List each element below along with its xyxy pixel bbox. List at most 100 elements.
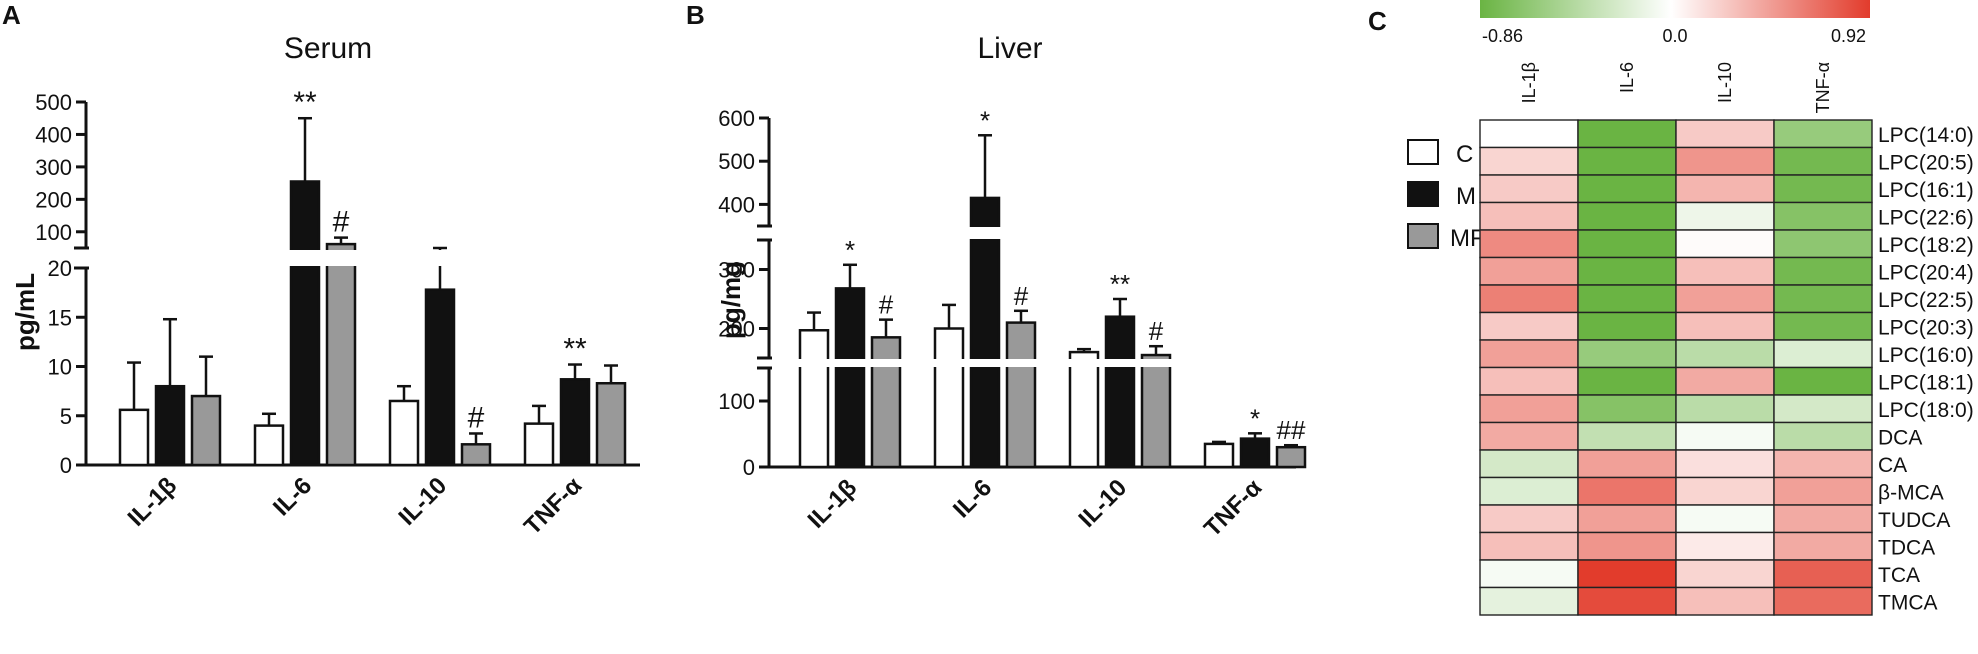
heatmap-cell xyxy=(1675,119,1775,149)
bar-il-1-mf xyxy=(190,394,222,467)
heatmap-row-label: LPC(16:0) xyxy=(1878,344,1974,367)
heatmap-cell xyxy=(1675,256,1775,286)
heatmap-cell xyxy=(1773,421,1873,451)
heatmap-row-label: LPC(14:0) xyxy=(1878,124,1974,147)
y-tick-label: 300 xyxy=(718,258,755,283)
bar-il-6-mf xyxy=(325,242,357,467)
heatmap-row-label: TMCA xyxy=(1878,591,1938,614)
correlation-heatmap: -0.86 0.0 0.92 IL-1β IL-6 IL-10 TNF-α LPC(14:0)… xyxy=(1479,0,1974,616)
heatmap-cell xyxy=(1773,449,1873,479)
heatmap-cell xyxy=(1479,449,1579,479)
axis-break-gap xyxy=(794,227,906,239)
y-tick-label: 500 xyxy=(35,90,72,115)
heatmap-row-label: LPC(20:5) xyxy=(1878,151,1974,174)
panel-a-title: Serum xyxy=(284,32,372,65)
y-tick-label: 400 xyxy=(718,192,755,217)
significance-mark: ** xyxy=(293,86,317,119)
heatmap-cell xyxy=(1577,311,1677,341)
heatmap-cell xyxy=(1773,476,1873,506)
heatmap-row-label: TUDCA xyxy=(1878,509,1950,532)
y-tick-label: 20 xyxy=(48,256,72,281)
axis-break-gap xyxy=(1199,359,1311,367)
axis-break-gap xyxy=(1064,359,1176,367)
heatmap-row-label: CA xyxy=(1878,454,1907,477)
heatmap-cell xyxy=(1773,119,1873,149)
heatmap-cell xyxy=(1773,284,1873,314)
heatmap-cell xyxy=(1675,201,1775,231)
colorbar xyxy=(1480,0,1870,18)
y-tick-label: 200 xyxy=(35,187,72,212)
significance-mark: * xyxy=(1250,403,1260,433)
significance-mark: # xyxy=(468,401,485,434)
bar-tnf-c xyxy=(1203,442,1235,469)
heatmap-cell xyxy=(1479,559,1579,589)
heatmap-cell xyxy=(1773,504,1873,534)
heatmap-column-label-tnf: TNF-α xyxy=(1813,62,1833,113)
heatmap-cell xyxy=(1479,586,1579,616)
y-tick-label: 100 xyxy=(718,389,755,414)
legend-swatch-mf xyxy=(1407,223,1439,249)
axis-break-gap xyxy=(1199,227,1311,239)
y-tick-label: 300 xyxy=(35,155,72,180)
heatmap-column-label-il-1: IL-1β xyxy=(1519,62,1539,103)
heatmap-cell xyxy=(1479,256,1579,286)
bar-il-10-m xyxy=(424,288,456,467)
bar-il-10-m xyxy=(1104,315,1136,469)
bar-il-1-c xyxy=(798,329,830,469)
legend: C M MF xyxy=(1407,139,1485,252)
heatmap-cell xyxy=(1675,339,1775,369)
heatmap-cell xyxy=(1577,504,1677,534)
y-tick-label: 0 xyxy=(743,455,755,480)
axis-break-gap xyxy=(384,250,496,266)
x-tick-label-tnf: TNF-α xyxy=(1199,474,1267,542)
heatmap-cell xyxy=(1577,256,1677,286)
bar-il-10-c xyxy=(388,399,420,467)
heatmap-cell xyxy=(1675,146,1775,176)
heatmap-cell xyxy=(1675,586,1775,616)
heatmap-cell xyxy=(1773,229,1873,259)
panel-c-letter: C xyxy=(1368,6,1387,36)
x-tick-label-il-6: IL-6 xyxy=(268,472,317,521)
heatmap-cell xyxy=(1773,256,1873,286)
bar-il-1-m xyxy=(154,384,186,467)
heatmap-cell xyxy=(1675,559,1775,589)
bar-tnf-c xyxy=(523,422,555,467)
axis-break-gap xyxy=(929,227,1041,239)
axis-break-gap xyxy=(114,250,226,266)
heatmap-cell xyxy=(1479,119,1579,149)
heatmap-cell xyxy=(1773,531,1873,561)
panel-a-ylabel: pg/mL xyxy=(10,273,40,351)
legend-label-c: C xyxy=(1456,141,1473,168)
heatmap-cell xyxy=(1773,311,1873,341)
x-tick-label-il-1: IL-1β xyxy=(123,472,183,532)
bar-il-10-c xyxy=(1068,350,1100,469)
bar-il-6-m xyxy=(289,180,321,467)
heatmap-cell xyxy=(1773,174,1873,204)
heatmap-row-label: LPC(22:5) xyxy=(1878,289,1974,312)
heatmap-cell xyxy=(1773,366,1873,396)
heatmap-cell xyxy=(1773,201,1873,231)
x-tick-label-il-6: IL-6 xyxy=(948,474,997,523)
heatmap-cell xyxy=(1479,476,1579,506)
y-tick-label: 200 xyxy=(718,317,755,342)
bar-il-1-c xyxy=(118,408,150,467)
heatmap-cell xyxy=(1479,366,1579,396)
significance-mark: ** xyxy=(563,333,587,366)
heatmap-cell xyxy=(1479,229,1579,259)
heatmap-cell xyxy=(1479,284,1579,314)
heatmap-cell xyxy=(1577,559,1677,589)
heatmap-cell xyxy=(1675,449,1775,479)
significance-mark: * xyxy=(845,235,855,265)
heatmap-cell xyxy=(1675,476,1775,506)
bar-il-1-m xyxy=(834,287,866,469)
bar-il-1-mf xyxy=(870,336,902,469)
heatmap-cell xyxy=(1577,339,1677,369)
heatmap-cell xyxy=(1773,586,1873,616)
bar-tnf-m xyxy=(1239,437,1271,469)
heatmap-row-label: LPC(16:1) xyxy=(1878,179,1974,202)
axis-break-gap xyxy=(794,359,906,367)
legend-swatch-m xyxy=(1407,181,1439,207)
liver-bar-chart: 0 100 200 300 400 500 600 * # IL-1β * # IL-6 ** # IL-10… xyxy=(718,105,1311,542)
heatmap-cell xyxy=(1577,394,1677,424)
